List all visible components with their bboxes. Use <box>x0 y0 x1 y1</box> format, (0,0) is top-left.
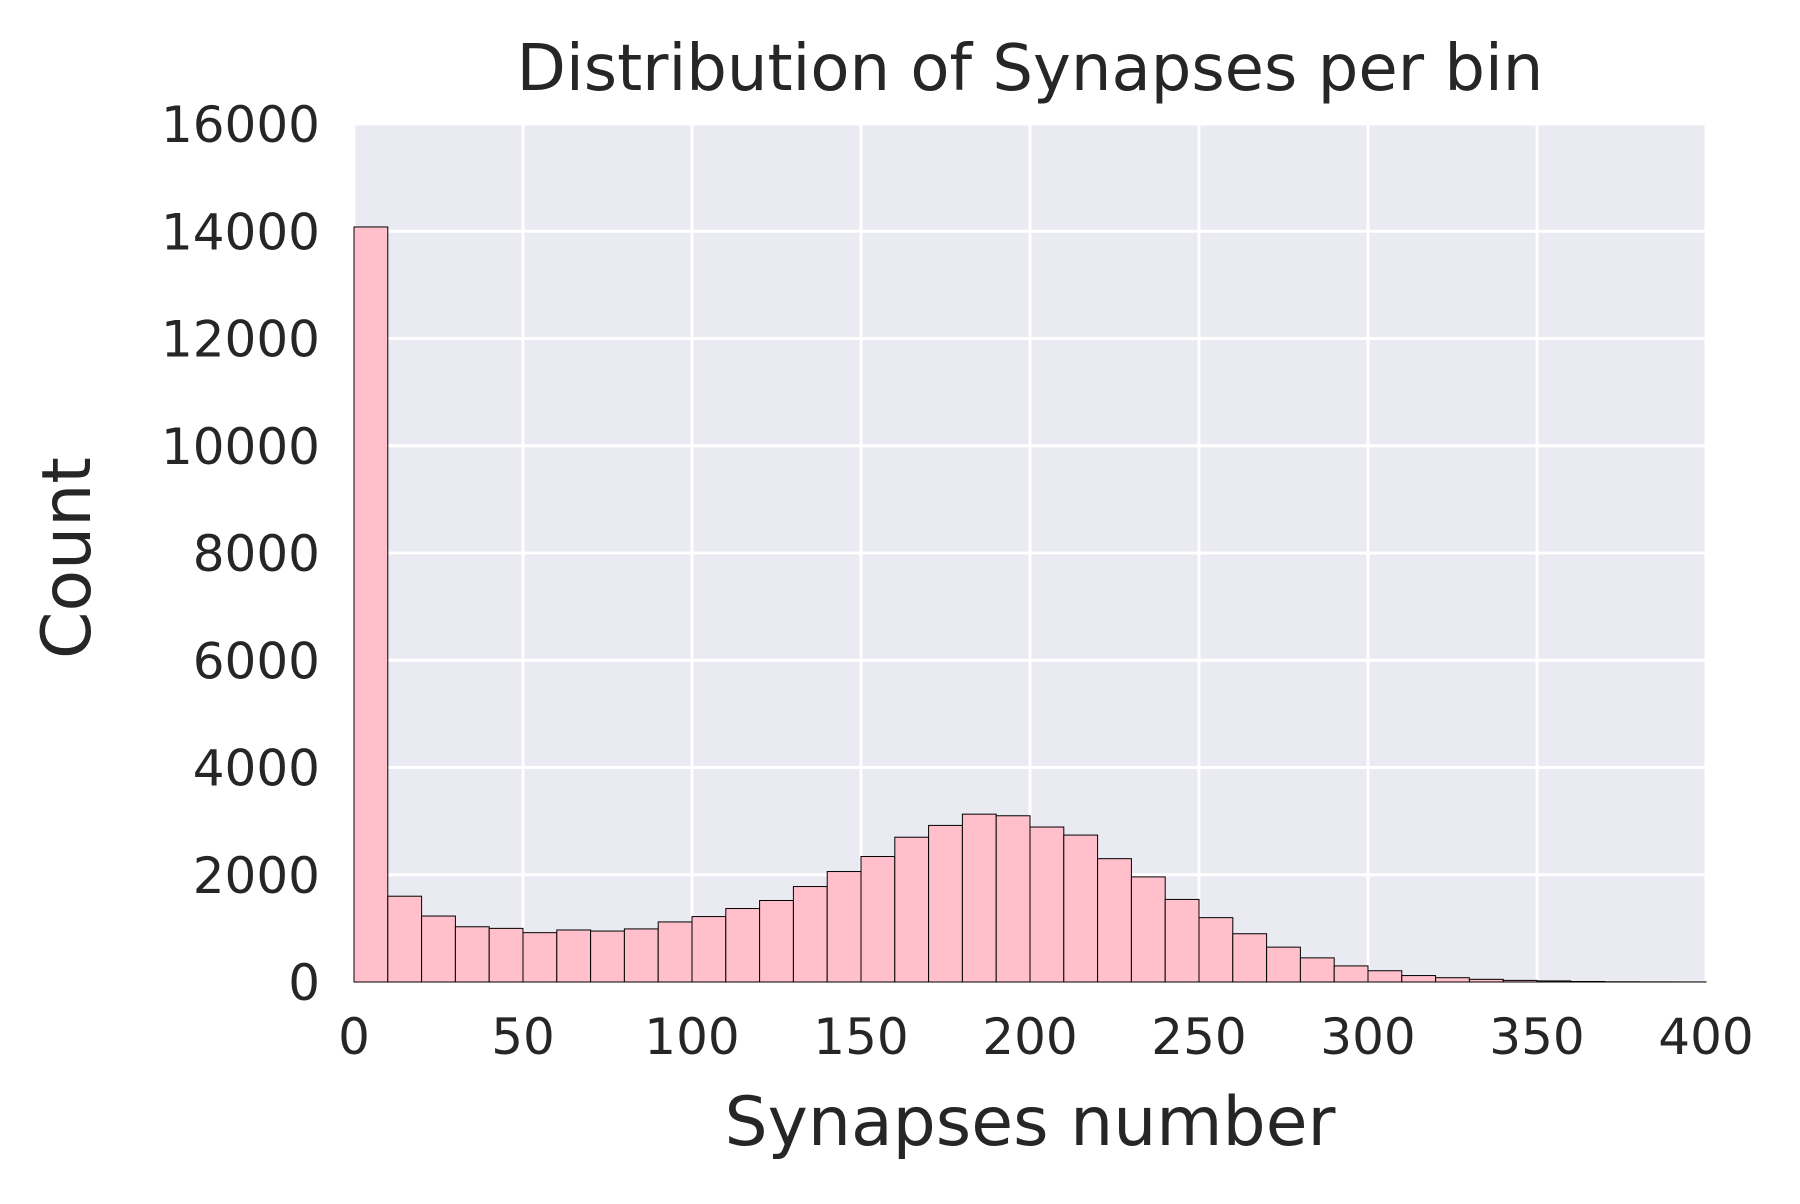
x-tick-label: 100 <box>644 1008 739 1066</box>
y-tick-label: 6000 <box>193 632 320 690</box>
histogram-bar <box>827 872 861 982</box>
histogram-bar <box>929 825 963 982</box>
x-tick-label: 0 <box>338 1008 370 1066</box>
histogram-bar <box>1334 966 1368 982</box>
histogram-bar <box>1233 934 1267 982</box>
histogram-bar <box>1098 859 1132 982</box>
histogram-bar <box>388 896 422 982</box>
y-tick-label: 10000 <box>161 418 320 476</box>
histogram-bar <box>1436 978 1470 982</box>
histogram-bar <box>996 816 1030 982</box>
histogram-bar <box>1300 958 1334 982</box>
histogram-bar <box>1030 827 1064 982</box>
x-tick-label: 400 <box>1658 1008 1753 1066</box>
histogram-bar <box>1199 918 1233 982</box>
y-tick-label: 0 <box>288 954 320 1012</box>
histogram-bar <box>1571 981 1605 982</box>
histogram-bar <box>624 929 658 982</box>
histogram-bar <box>692 917 726 982</box>
histogram-bar <box>895 837 929 982</box>
y-tick-label: 8000 <box>193 525 320 583</box>
histogram-bar <box>962 814 996 982</box>
histogram-bar <box>1368 971 1402 982</box>
histogram-bar <box>1131 877 1165 982</box>
histogram-bar <box>1165 899 1199 982</box>
histogram-bar <box>523 933 557 982</box>
histogram-bar <box>455 927 489 982</box>
x-tick-label: 150 <box>813 1008 908 1066</box>
histogram-bar <box>760 900 794 982</box>
histogram-bar <box>591 931 625 982</box>
histogram-bar <box>793 887 827 982</box>
y-tick-label: 16000 <box>161 96 320 154</box>
x-tick-labels: 0 50 100 150 200 250 300 350 400 <box>338 1008 1754 1066</box>
histogram-bar <box>1402 976 1436 982</box>
histogram-bar <box>354 227 388 982</box>
y-tick-label: 12000 <box>161 311 320 369</box>
y-tick-label: 4000 <box>193 740 320 798</box>
histogram-bar <box>489 928 523 982</box>
histogram-bar <box>1503 980 1537 982</box>
y-tick-label: 2000 <box>193 847 320 905</box>
y-tick-labels: 0 2000 4000 6000 8000 10000 12000 14000 16000 <box>161 96 320 1012</box>
x-tick-label: 350 <box>1489 1008 1584 1066</box>
histogram-bar <box>658 922 692 982</box>
x-tick-label: 300 <box>1320 1008 1415 1066</box>
histogram-bar <box>1537 981 1571 982</box>
histogram-bar <box>557 930 591 982</box>
histogram-bar <box>726 909 760 982</box>
x-tick-label: 200 <box>982 1008 1077 1066</box>
histogram-bar <box>422 916 456 982</box>
y-axis-label: Count <box>28 457 107 659</box>
histogram-bar <box>861 857 895 982</box>
histogram-bar <box>1064 835 1098 982</box>
histogram-bar <box>1267 947 1301 982</box>
x-tick-label: 250 <box>1151 1008 1246 1066</box>
x-tick-label: 50 <box>491 1008 555 1066</box>
chart-title: Distribution of Synapses per bin <box>517 32 1544 106</box>
y-tick-label: 14000 <box>161 203 320 261</box>
histogram-bar <box>1469 979 1503 982</box>
x-axis-label: Synapses number <box>724 1083 1335 1162</box>
